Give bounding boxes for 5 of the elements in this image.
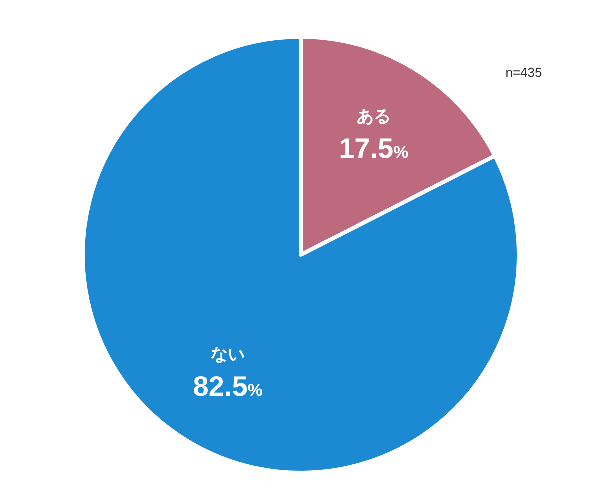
- slice-label: ある: [356, 107, 391, 128]
- text: n=435: [506, 65, 542, 80]
- data-label: 82.5%: [193, 370, 263, 402]
- slice-label: ない: [211, 344, 246, 365]
- data-label: 17.5%: [339, 133, 409, 164]
